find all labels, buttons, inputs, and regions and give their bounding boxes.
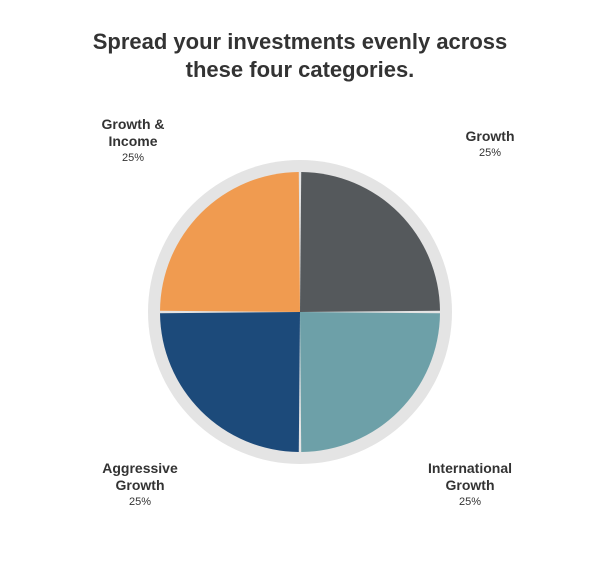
pie-slice-international-growth xyxy=(300,312,440,452)
slice-label-international-growth: InternationalGrowth 25% xyxy=(400,460,540,509)
slice-label-growth: Growth 25% xyxy=(430,128,550,160)
slice-label-percent: 25% xyxy=(75,496,205,509)
pie-slice-growth xyxy=(300,172,440,312)
slice-label-percent: 25% xyxy=(68,152,198,165)
chart-container: Spread your investments evenly acrossthe… xyxy=(0,0,600,563)
slice-label-name: InternationalGrowth xyxy=(400,460,540,494)
slice-label-name: Growth &Income xyxy=(68,116,198,150)
slice-label-name: AggressiveGrowth xyxy=(75,460,205,494)
slice-label-percent: 25% xyxy=(400,496,540,509)
chart-title: Spread your investments evenly acrossthe… xyxy=(0,28,600,83)
slice-label-name: Growth xyxy=(430,128,550,145)
pie-slice-growth-and-income xyxy=(160,172,300,312)
slice-label-aggressive-growth: AggressiveGrowth 25% xyxy=(75,460,205,509)
slice-label-percent: 25% xyxy=(430,147,550,160)
pie-chart xyxy=(160,172,440,452)
slice-label-growth-and-income: Growth &Income 25% xyxy=(68,116,198,165)
pie-slice-aggressive-growth xyxy=(160,312,300,452)
